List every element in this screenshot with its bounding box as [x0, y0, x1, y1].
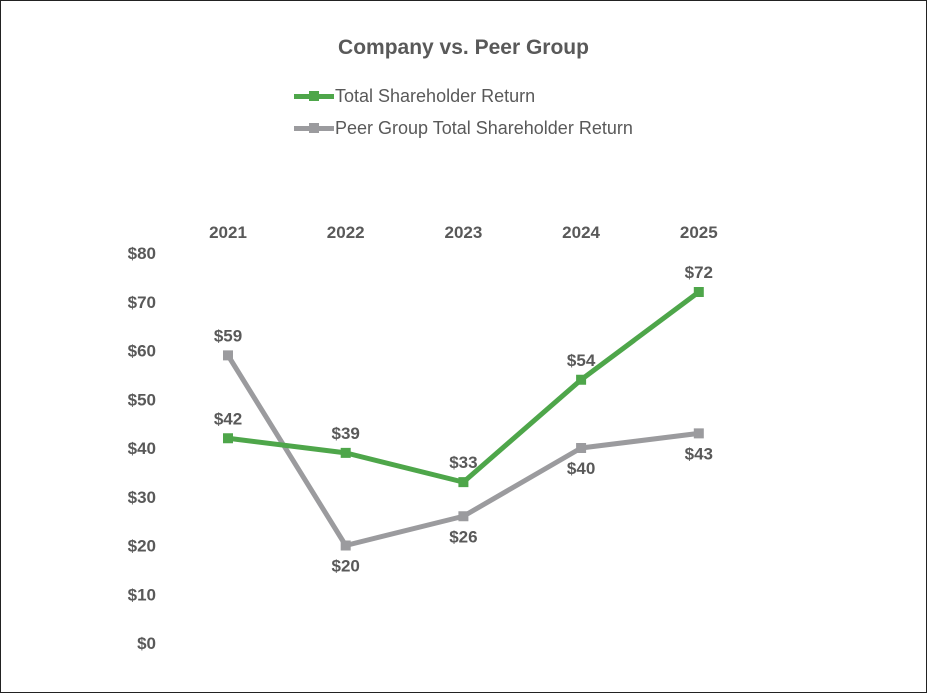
data-label-company: $39: [332, 424, 360, 443]
legend-swatch-company: [294, 86, 334, 106]
data-point-peer: [693, 428, 704, 439]
data-point-peer: [223, 350, 233, 361]
data-point-company: [693, 287, 704, 297]
x-category-label: 2023: [444, 223, 482, 242]
x-category-label: 2024: [562, 223, 600, 242]
data-point-peer: [458, 511, 469, 522]
y-tick-label: $60: [128, 342, 156, 361]
data-point-peer: [576, 443, 587, 453]
y-tick-label: $70: [128, 293, 156, 312]
data-label-peer: $20: [332, 557, 360, 576]
data-label-company: $42: [214, 409, 242, 428]
y-tick-label: $20: [128, 537, 156, 556]
chart-title: Company vs. Peer Group: [338, 36, 589, 59]
data-label-peer: $59: [214, 326, 242, 345]
data-label-peer: $40: [567, 459, 595, 478]
legend-marker-peer: [309, 123, 319, 133]
data-label-peer: $43: [685, 444, 713, 463]
y-tick-label: $50: [128, 390, 156, 409]
legend-swatch-peer: [294, 118, 334, 138]
chart-legend: Total Shareholder Return Peer Group Tota…: [294, 80, 633, 144]
data-point-company: [576, 374, 587, 385]
data-label-peer: $26: [449, 527, 477, 546]
legend-label-peer: Peer Group Total Shareholder Return: [335, 117, 633, 138]
y-tick-label: $0: [137, 634, 156, 653]
data-point-company: [340, 447, 351, 458]
y-tick-label: $40: [128, 439, 156, 458]
data-point-company: [458, 477, 469, 488]
data-point-company: [223, 433, 233, 444]
y-tick-label: $30: [128, 488, 156, 507]
legend-label-company: Total Shareholder Return: [335, 85, 536, 106]
data-label-company: $72: [685, 263, 713, 282]
data-label-company: $54: [567, 351, 596, 370]
legend-marker-company: [309, 91, 319, 101]
legend-item-peer: Peer Group Total Shareholder Return: [294, 112, 633, 144]
y-tick-label: $80: [128, 244, 156, 263]
legend-item-company: Total Shareholder Return: [294, 80, 633, 112]
data-point-peer: [340, 540, 351, 551]
x-category-label: 2022: [327, 223, 365, 242]
data-label-company: $33: [449, 453, 477, 472]
y-tick-label: $10: [128, 585, 156, 604]
x-category-label: 2021: [209, 223, 247, 242]
x-category-label: 2025: [680, 223, 718, 242]
